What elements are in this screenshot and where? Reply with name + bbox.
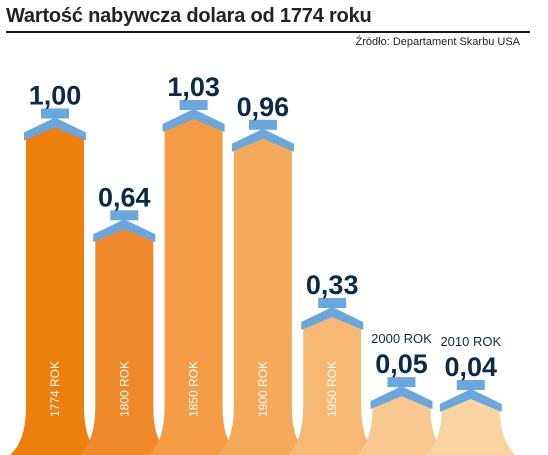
value-label-1: 1,00: [29, 80, 82, 110]
value-label-7: 0,04: [445, 352, 498, 382]
arrow-7: [439, 389, 502, 412]
arrow-2: [93, 219, 156, 243]
category-label-2: 1800 ROK: [117, 361, 131, 417]
arrow-1: [24, 117, 86, 141]
bar-1: [10, 126, 100, 455]
category-label-5: 1950 ROK: [325, 361, 339, 417]
category-label-1: 1774 ROK: [48, 361, 62, 417]
value-label-3: 1,03: [167, 72, 220, 102]
chart-title: Wartość nabywcza dolara od 1774 roku: [6, 5, 372, 27]
category-label-7: 2010 ROK: [440, 334, 501, 349]
value-label-2: 0,64: [98, 182, 151, 212]
value-label-6: 0,05: [375, 349, 428, 379]
source-note: Źródło: Departament Skarbu USA: [355, 36, 520, 48]
bar-4: [217, 137, 308, 455]
arrow-stem-7: [456, 380, 485, 390]
category-label-3: 1850 ROK: [187, 361, 201, 417]
arrow-stem-5: [318, 297, 347, 308]
arrow-6: [370, 386, 433, 410]
arrow-3: [162, 109, 225, 132]
arrow-5: [301, 306, 364, 330]
arrow-stem-2: [110, 210, 139, 221]
title-underline: [6, 31, 530, 33]
category-label-4: 1900 ROK: [256, 361, 270, 417]
arrow-stem-4: [248, 119, 277, 130]
bar-5: [287, 315, 378, 455]
value-label-5: 0,33: [306, 270, 359, 300]
arrow-stem-6: [387, 377, 416, 388]
bar-6: [356, 395, 447, 455]
bar-2: [79, 228, 170, 455]
arrow-4: [231, 128, 294, 152]
arrow-stem-1: [41, 108, 69, 119]
category-label-6: 2000 ROK: [371, 331, 432, 346]
value-label-4: 0,96: [237, 92, 290, 122]
bar-3: [148, 118, 239, 455]
bar-7: [425, 398, 516, 455]
arrow-stem-3: [179, 100, 208, 110]
